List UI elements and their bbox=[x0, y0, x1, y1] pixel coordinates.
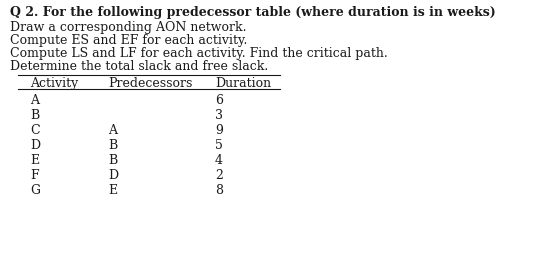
Text: B: B bbox=[108, 139, 117, 152]
Text: 9: 9 bbox=[215, 124, 223, 137]
Text: F: F bbox=[30, 169, 38, 182]
Text: Draw a corresponding AON network.: Draw a corresponding AON network. bbox=[10, 21, 247, 34]
Text: E: E bbox=[30, 154, 39, 167]
Text: B: B bbox=[108, 154, 117, 167]
Text: Q 2. For the following predecessor table (where duration is in weeks): Q 2. For the following predecessor table… bbox=[10, 6, 496, 19]
Text: 2: 2 bbox=[215, 169, 223, 182]
Text: Duration: Duration bbox=[215, 77, 271, 90]
Text: 4: 4 bbox=[215, 154, 223, 167]
Text: E: E bbox=[108, 184, 117, 197]
Text: G: G bbox=[30, 184, 40, 197]
Text: 5: 5 bbox=[215, 139, 223, 152]
Text: 3: 3 bbox=[215, 109, 223, 122]
Text: Compute LS and LF for each activity. Find the critical path.: Compute LS and LF for each activity. Fin… bbox=[10, 47, 388, 60]
Text: A: A bbox=[30, 94, 39, 107]
Text: D: D bbox=[30, 139, 40, 152]
Text: Predecessors: Predecessors bbox=[108, 77, 192, 90]
Text: Activity: Activity bbox=[30, 77, 78, 90]
Text: C: C bbox=[30, 124, 39, 137]
Text: Compute ES and EF for each activity.: Compute ES and EF for each activity. bbox=[10, 34, 247, 47]
Text: 6: 6 bbox=[215, 94, 223, 107]
Text: D: D bbox=[108, 169, 118, 182]
Text: B: B bbox=[30, 109, 39, 122]
Text: Determine the total slack and free slack.: Determine the total slack and free slack… bbox=[10, 60, 269, 73]
Text: 8: 8 bbox=[215, 184, 223, 197]
Text: A: A bbox=[108, 124, 117, 137]
